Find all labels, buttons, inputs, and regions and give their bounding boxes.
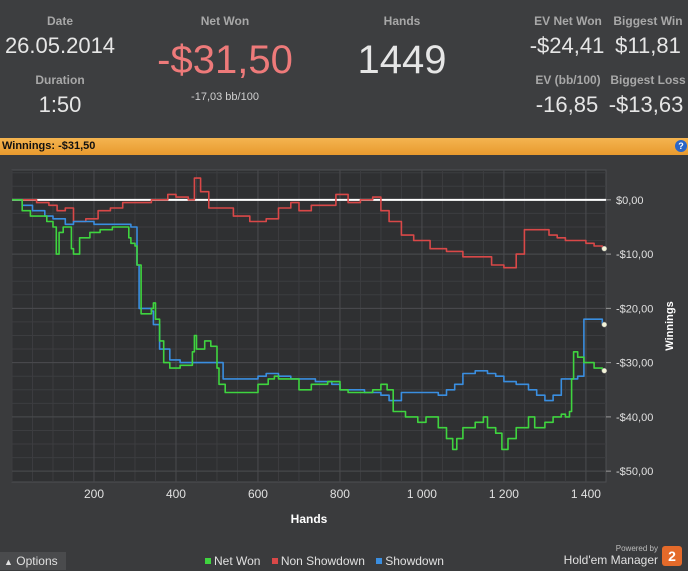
biggest-win-value: $11,81	[615, 33, 681, 58]
duration-value: 1:50	[38, 92, 82, 117]
netwon-value: -$31,50	[157, 38, 293, 82]
netwon-label: Net Won	[200, 14, 250, 28]
hands-value: 1449	[357, 38, 447, 82]
hm2-logo-icon: 2	[662, 546, 682, 566]
legend-swatch-netwon	[205, 558, 211, 564]
help-icon[interactable]: ?	[675, 140, 687, 152]
ev-netwon-value: -$24,41	[529, 33, 605, 58]
legend-label-netwon: Net Won	[214, 554, 261, 568]
x-tick-label: 400	[166, 487, 186, 501]
x-tick-label: 800	[330, 487, 350, 501]
date-value: 26.05.2014	[4, 33, 116, 58]
options-label: Options	[16, 554, 58, 568]
x-tick-label: 600	[248, 487, 268, 501]
x-tick-label: 200	[84, 487, 104, 501]
winnings-bar: Winnings: -$31,50 ?	[0, 138, 688, 155]
x-axis-label: Hands	[291, 512, 328, 526]
ev-netwon-label: EV Net Won	[534, 14, 602, 28]
x-tick-label: 1 400	[571, 487, 601, 501]
caret-up-icon: ▲	[4, 557, 13, 567]
x-tick-label: 1 000	[407, 487, 437, 501]
legend-showdown[interactable]: Showdown	[376, 554, 444, 568]
winnings-bar-text: Winnings: -$31,50	[2, 140, 96, 152]
y-tick-label: -$30,00	[616, 358, 653, 370]
series-line-showdown	[12, 199, 604, 402]
brand-block: Powered by Hold'em Manager	[564, 544, 658, 567]
powered-by: Powered by	[615, 544, 658, 553]
legend-label-showdown: Showdown	[385, 554, 444, 568]
chart-area: 200 400 600 800 1 000 1 200 1 400 $0,00 -$10,00 -…	[0, 155, 688, 550]
options-button[interactable]: ▲ Options	[0, 552, 66, 570]
duration-label: Duration	[35, 73, 85, 87]
brand-name: Hold'em Manager	[563, 553, 658, 567]
biggest-loss-label: Biggest Loss	[610, 73, 686, 87]
ev-bb100-value: -16,85	[535, 92, 599, 117]
legend-nonshowdown[interactable]: Non Showdown	[271, 554, 365, 568]
y-tick-label: -$20,00	[616, 303, 653, 315]
series-line-non-showdown	[12, 177, 604, 269]
chart-legend: Net Won Non Showdown Showdown	[205, 554, 452, 568]
legend-swatch-showdown	[376, 558, 383, 564]
series-endpoint-non-showdown	[601, 245, 608, 252]
y-tick-label: -$50,00	[616, 466, 653, 478]
series-line-net-won	[12, 199, 604, 451]
date-label: Date	[46, 14, 73, 28]
biggest-loss-value: -$13,63	[608, 92, 684, 117]
series-endpoint-showdown	[601, 321, 608, 328]
winnings-chart: 200 400 600 800 1 000 1 200 1 400 $0,00 -$10,00 -…	[11, 169, 676, 526]
series-endpoint-net-won	[601, 368, 608, 374]
legend-label-nonshowdown: Non Showdown	[280, 554, 365, 568]
biggest-win-label: Biggest Win	[613, 14, 683, 28]
hands-label: Hands	[383, 14, 421, 28]
y-tick-label: $0,00	[616, 195, 644, 207]
ev-bb100-label: EV (bb/100)	[535, 73, 601, 87]
y-tick-label: -$10,00	[616, 249, 653, 261]
stats-panel: Date 26.05.2014 Duration 1:50 Net Won -$…	[0, 0, 688, 138]
x-tick-label: 1 200	[489, 487, 519, 501]
netwon-bb100: -17,03 bb/100	[191, 91, 259, 103]
legend-swatch-nonshowdown	[271, 558, 278, 564]
legend-netwon[interactable]: Net Won	[205, 554, 260, 568]
footer: ▲ Options Net Won Non Showdown Showdown …	[0, 544, 688, 570]
y-axis-label: Winnings	[664, 301, 676, 350]
y-tick-label: -$40,00	[616, 412, 653, 424]
